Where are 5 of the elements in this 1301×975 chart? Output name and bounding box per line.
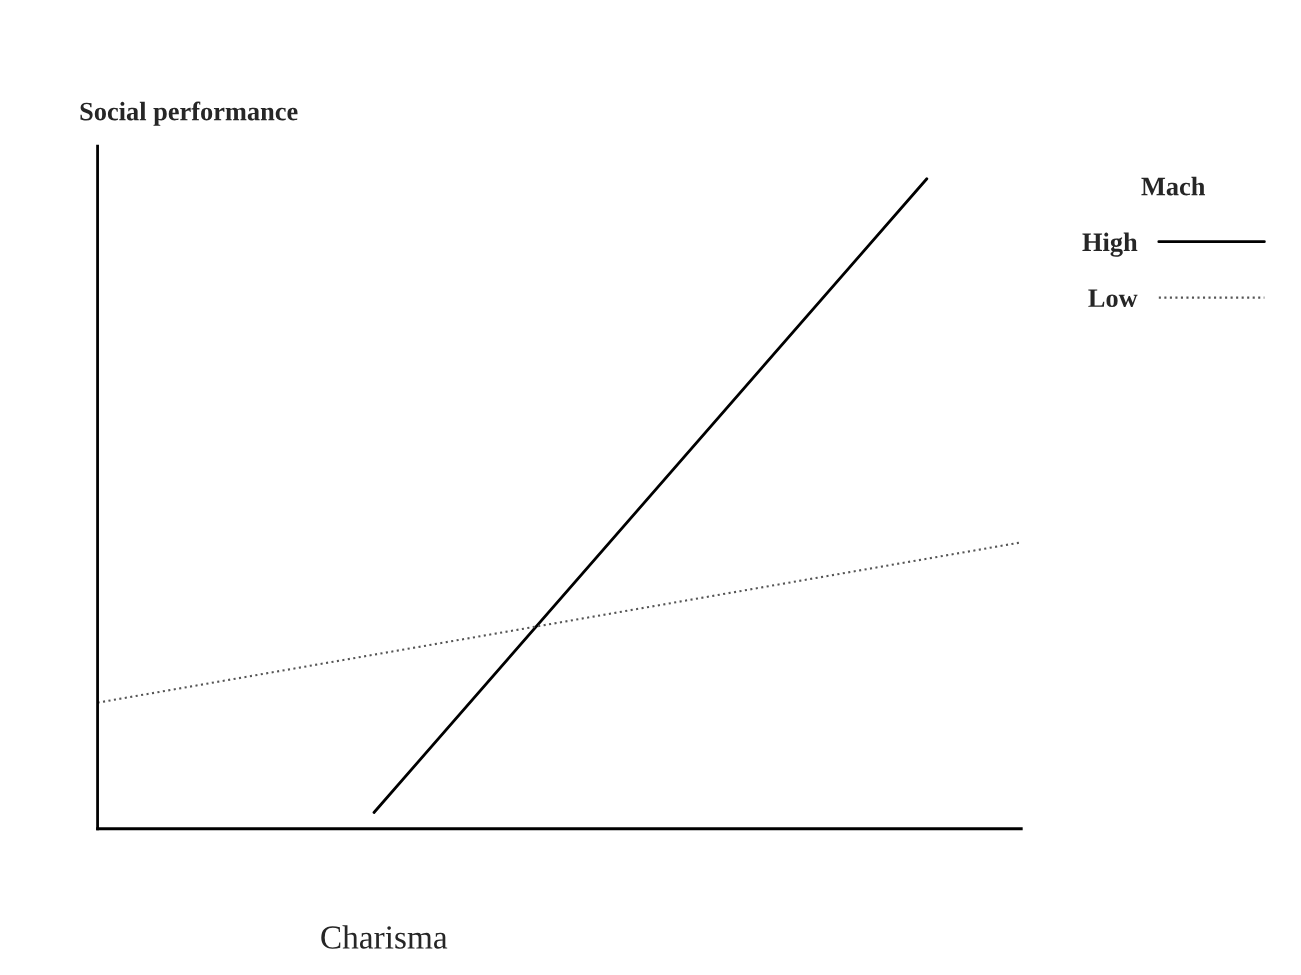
legend-label: Low <box>1088 289 1138 308</box>
x-axis-title: Charisma <box>321 925 448 949</box>
legend-label: High <box>1082 232 1138 257</box>
legend-title: Mach <box>1141 176 1206 196</box>
y-axis-title: Social performance <box>80 101 298 126</box>
